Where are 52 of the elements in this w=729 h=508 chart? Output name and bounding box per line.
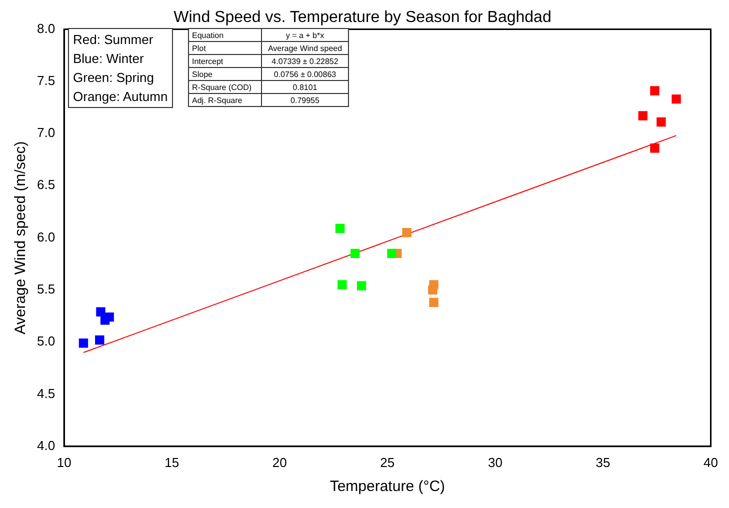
y-tick-label: 8.0 [36, 20, 56, 36]
y-tick-label: 7.0 [36, 125, 56, 140]
annotation: 0.8101 [262, 80, 348, 94]
point [350, 248, 360, 258]
point [402, 228, 412, 238]
x-tick-label: 15 [164, 454, 180, 470]
point [428, 285, 438, 295]
y-tick-label: 5.0 [36, 334, 56, 349]
annotation: 0.79955 [262, 94, 348, 106]
point [656, 117, 666, 127]
x-tick-label: 40 [704, 454, 718, 470]
point [95, 335, 104, 345]
x-tick-label: 10 [56, 454, 72, 470]
point [356, 281, 366, 290]
annotation: Equation [188, 28, 262, 42]
y-tick-label: 6.0 [36, 229, 56, 244]
point [387, 248, 396, 258]
annotation: Average Wind speed [262, 42, 348, 54]
point [429, 298, 438, 308]
annotation: 4.07339 ± 0.22852 [262, 54, 348, 68]
x-tick-label: 35 [596, 454, 610, 470]
point [638, 111, 648, 120]
x-tick-label: 30 [488, 454, 502, 470]
y-tick-label: 7.5 [36, 72, 56, 88]
point [96, 307, 106, 316]
annotation: Blue: Winter [73, 50, 145, 68]
point [338, 280, 347, 290]
point [650, 86, 660, 96]
y-tick-label: 6.5 [36, 177, 56, 192]
annotation: 0.0756 ± 0.00863 [262, 68, 348, 80]
chart-title: Wind Speed vs. Temperature by Season for Baghdad [174, 9, 552, 26]
y-axis-title: Average Wind speed (m/sec) [12, 141, 30, 334]
annotation: y = a + b*x [262, 28, 348, 42]
y-tick-label: 4.5 [36, 386, 56, 401]
y-tick-label: 5.5 [36, 282, 56, 297]
annotation: Orange: Autumn [73, 88, 168, 106]
annotation: Plot [188, 42, 262, 54]
annotation: R-Square (COD) [188, 80, 262, 94]
annotation: Adj. R-Square [188, 94, 262, 106]
annotation: Intercept [188, 54, 262, 68]
annotation: Red: Summer [73, 31, 154, 49]
x-tick-label: 25 [380, 454, 395, 470]
annotation: Green: Spring [73, 69, 155, 87]
point [335, 224, 345, 234]
annotation: Slope [188, 68, 262, 80]
point [650, 144, 660, 153]
x-axis-title: Temperature (°C) [330, 478, 446, 496]
point [672, 94, 681, 104]
point [78, 338, 88, 348]
y-tick-label: 4.0 [36, 438, 56, 453]
point [100, 316, 110, 325]
x-tick-label: 20 [272, 454, 287, 470]
